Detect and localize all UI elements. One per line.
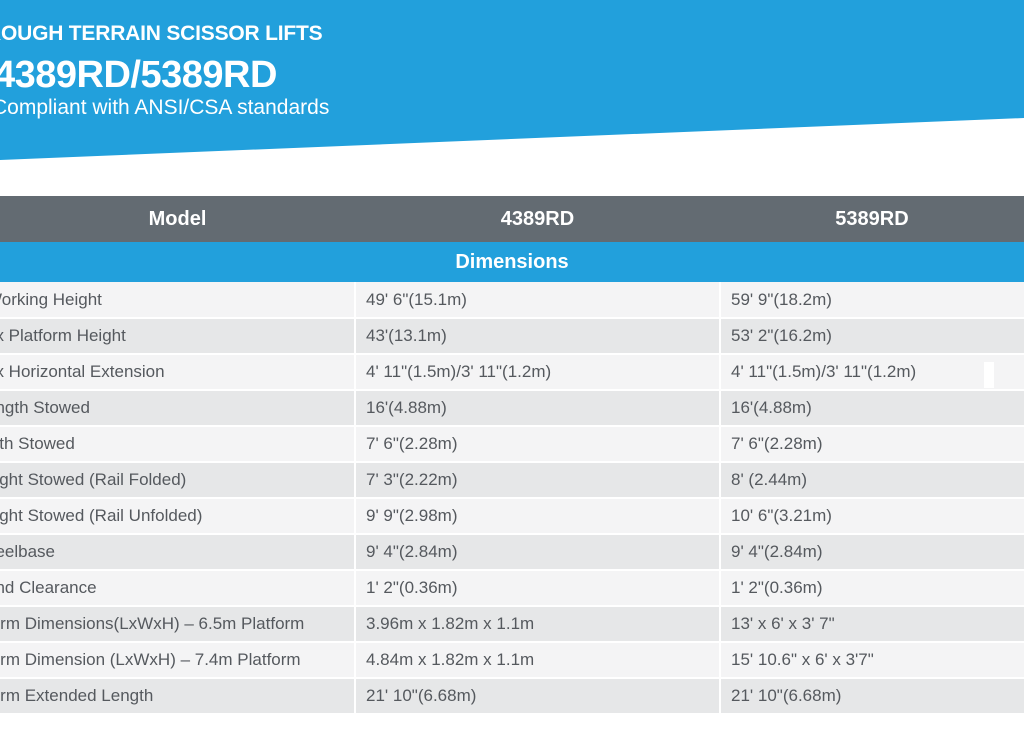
value-5389rd-cell: 53' 2"(16.2m) [719, 318, 1024, 355]
spec-label-cell: eight Stowed (Rail Unfolded) [0, 498, 355, 535]
value-4389rd-cell: 16'(4.88m) [354, 390, 720, 427]
value-4389rd-cell: 3.96m x 1.82m x 1.1m [354, 606, 720, 643]
spec-label-cell: idth Stowed [0, 426, 355, 463]
column-header-5389rd: 5389RD [720, 196, 1024, 242]
table-row: ax Horizontal Extension 4' 11"(1.5m)/3' 1… [0, 354, 1024, 391]
spec-label-cell: form Extended Length [0, 678, 355, 715]
spec-label-cell: eight Stowed (Rail Folded) [0, 462, 355, 499]
table-row: form Extended Length 21' 10"(6.68m) 21' 10… [0, 678, 1024, 715]
column-header-4389rd: 4389RD [355, 196, 720, 242]
value-5389rd-cell: 7' 6"(2.28m) [719, 426, 1024, 463]
spec-table: Model 4389RD 5389RD Dimensions Working H… [0, 196, 1024, 715]
table-row: eight Stowed (Rail Unfolded) 9' 9"(2.98m)… [0, 498, 1024, 535]
value-5389rd-cell: 16'(4.88m) [719, 390, 1024, 427]
compliance-subtitle: Compliant with ANSI/CSA standards [0, 96, 330, 119]
spec-label-cell: form Dimensions(LxWxH) – 6.5m Platform [0, 606, 355, 643]
spec-label-cell: ax Horizontal Extension [0, 354, 355, 391]
value-5389rd-cell: 59' 9"(18.2m) [719, 282, 1024, 319]
section-title: Dimensions [0, 242, 1024, 282]
header-banner: ROUGH TERRAIN SCISSOR LIFTS 4389RD/5389R… [0, 0, 1024, 200]
spec-label-cell: ax Platform Height [0, 318, 355, 355]
value-5389rd-cell: 13' x 6' x 3' 7" [719, 606, 1024, 643]
value-5389rd-cell: 15' 10.6" x 6' x 3'7" [719, 642, 1024, 679]
spec-label-cell: form Dimension (LxWxH) – 7.4m Platform [0, 642, 355, 679]
value-4389rd-cell: 43'(13.1m) [354, 318, 720, 355]
banner-shape [0, 0, 1024, 160]
value-4389rd-cell: 9' 4"(2.84m) [354, 534, 720, 571]
product-category: ROUGH TERRAIN SCISSOR LIFTS [0, 22, 323, 45]
value-5389rd-cell: 21' 10"(6.68m) [719, 678, 1024, 715]
value-4389rd-cell: 21' 10"(6.68m) [354, 678, 720, 715]
spec-label-cell: und Clearance [0, 570, 355, 607]
value-5389rd-cell: 4' 11"(1.5m)/3' 11"(1.2m) [719, 354, 1024, 391]
value-5389rd-cell: 9' 4"(2.84m) [719, 534, 1024, 571]
value-5389rd-cell: 8' (2.44m) [719, 462, 1024, 499]
table-row: heelbase9' 4"(2.84m)9' 4"(2.84m) [0, 534, 1024, 571]
white-marker [984, 362, 994, 388]
table-header-row: Model 4389RD 5389RD [0, 196, 1024, 242]
spec-label-cell: Working Height [0, 282, 355, 319]
spec-label-cell: heelbase [0, 534, 355, 571]
value-4389rd-cell: 9' 9"(2.98m) [354, 498, 720, 535]
value-4389rd-cell: 4' 11"(1.5m)/3' 11"(1.2m) [354, 354, 720, 391]
table-row: eight Stowed (Rail Folded) 7' 3"(2.22m) 8'… [0, 462, 1024, 499]
value-5389rd-cell: 1' 2"(0.36m) [719, 570, 1024, 607]
value-4389rd-cell: 4.84m x 1.82m x 1.1m [354, 642, 720, 679]
value-5389rd-cell: 10' 6"(3.21m) [719, 498, 1024, 535]
section-header-row: Dimensions [0, 242, 1024, 282]
table-row: form Dimensions(LxWxH) – 6.5m Platform 3.… [0, 606, 1024, 643]
spec-label-cell: ength Stowed [0, 390, 355, 427]
value-4389rd-cell: 49' 6"(15.1m) [354, 282, 720, 319]
table-row: form Dimension (LxWxH) – 7.4m Platform 4.… [0, 642, 1024, 679]
value-4389rd-cell: 7' 6"(2.28m) [354, 426, 720, 463]
column-header-model: Model [0, 196, 355, 242]
value-4389rd-cell: 7' 3"(2.22m) [354, 462, 720, 499]
value-4389rd-cell: 1' 2"(0.36m) [354, 570, 720, 607]
product-title: 4389RD/5389RD [0, 54, 277, 96]
